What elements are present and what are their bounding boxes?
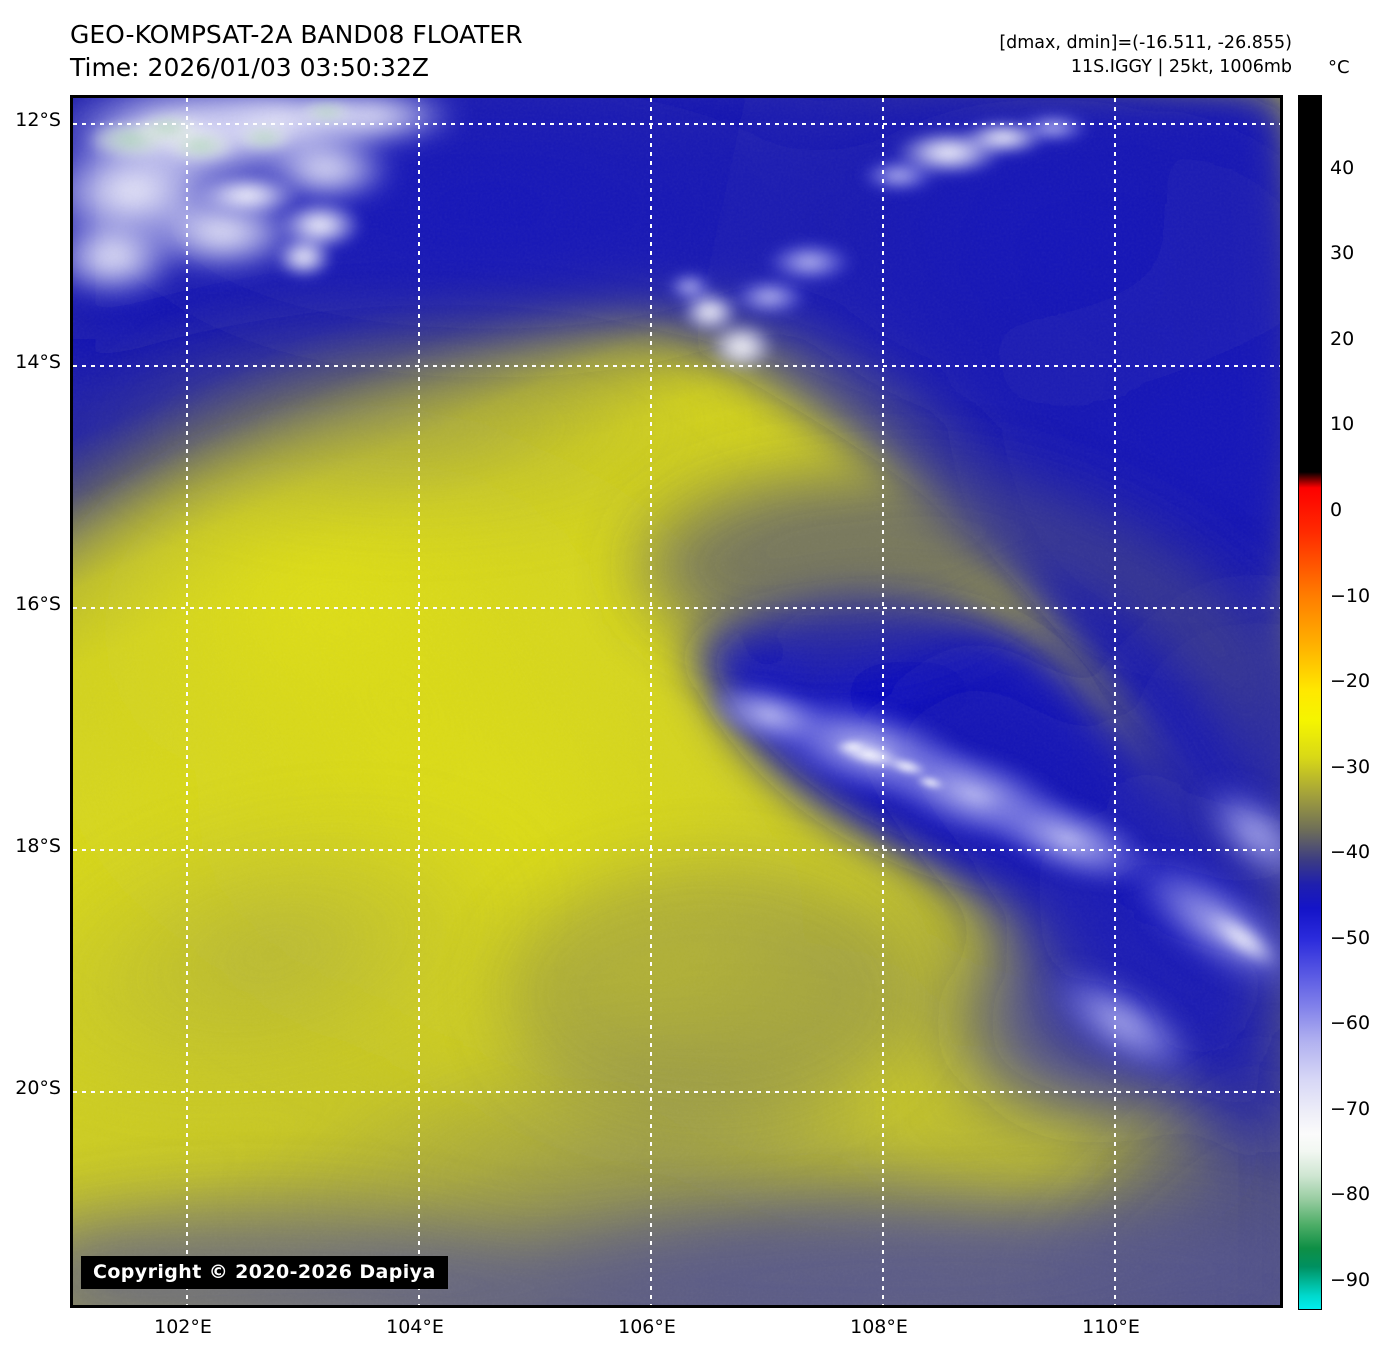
ytick-label-16S: 16°S xyxy=(15,593,61,615)
metadata-block: [dmax, dmin]=(-16.511, -26.855) 11S.IGGY… xyxy=(999,32,1292,79)
satellite-image-plot[interactable]: Copyright © 2020-2026 Dapiya xyxy=(70,95,1283,1308)
xtick-label-110E: 110°E xyxy=(1082,1316,1140,1338)
colorbar-tick-30: 30 xyxy=(1330,242,1355,265)
colorbar-tick-10: 10 xyxy=(1330,413,1355,436)
colorbar-gradient xyxy=(1298,95,1322,1310)
ytick-label-20S: 20°S xyxy=(15,1077,61,1099)
storm-info-label: 11S.IGGY | 25kt, 1006mb xyxy=(1070,56,1292,77)
infrared-heatmap-canvas xyxy=(73,98,1280,1305)
colorbar-tick--60: −60 xyxy=(1330,1012,1371,1035)
colorbar-tick--30: −30 xyxy=(1330,755,1371,778)
colorbar-tick--50: −50 xyxy=(1330,926,1371,949)
data-range-label: [dmax, dmin]=(-16.511, -26.855) xyxy=(999,33,1292,53)
colorbar-tick--90: −90 xyxy=(1330,1269,1371,1292)
copyright-banner: Copyright © 2020-2026 Dapiya xyxy=(81,1256,448,1289)
page-title: GEO-KOMPSAT-2A BAND08 FLOATER xyxy=(70,20,523,49)
xtick-label-108E: 108°E xyxy=(850,1316,908,1338)
title-block: GEO-KOMPSAT-2A BAND08 FLOATER Time: 2026… xyxy=(70,18,523,84)
temperature-colorbar[interactable]: °C 40 30 20 10 0 −10 −20 −30 −40 −50 −60… xyxy=(1298,57,1370,1310)
xtick-label-106E: 106°E xyxy=(618,1316,676,1338)
colorbar-tick--40: −40 xyxy=(1330,841,1371,864)
colorbar-tick--20: −20 xyxy=(1330,670,1371,693)
ytick-label-18S: 18°S xyxy=(15,835,61,857)
colorbar-tick--80: −80 xyxy=(1330,1183,1371,1206)
colorbar-tick-20: 20 xyxy=(1330,327,1355,350)
colorbar-tick-40: 40 xyxy=(1330,156,1355,179)
timestamp-label: Time: 2026/01/03 03:50:32Z xyxy=(70,53,429,82)
colorbar-tick--70: −70 xyxy=(1330,1097,1371,1120)
ytick-label-14S: 14°S xyxy=(15,351,61,373)
colorbar-unit-label: °C xyxy=(1328,57,1350,78)
ytick-label-12S: 12°S xyxy=(15,109,61,131)
xtick-label-102E: 102°E xyxy=(154,1316,212,1338)
colorbar-tick-0: 0 xyxy=(1330,498,1343,521)
colorbar-tick--10: −10 xyxy=(1330,584,1371,607)
xtick-label-104E: 104°E xyxy=(386,1316,444,1338)
